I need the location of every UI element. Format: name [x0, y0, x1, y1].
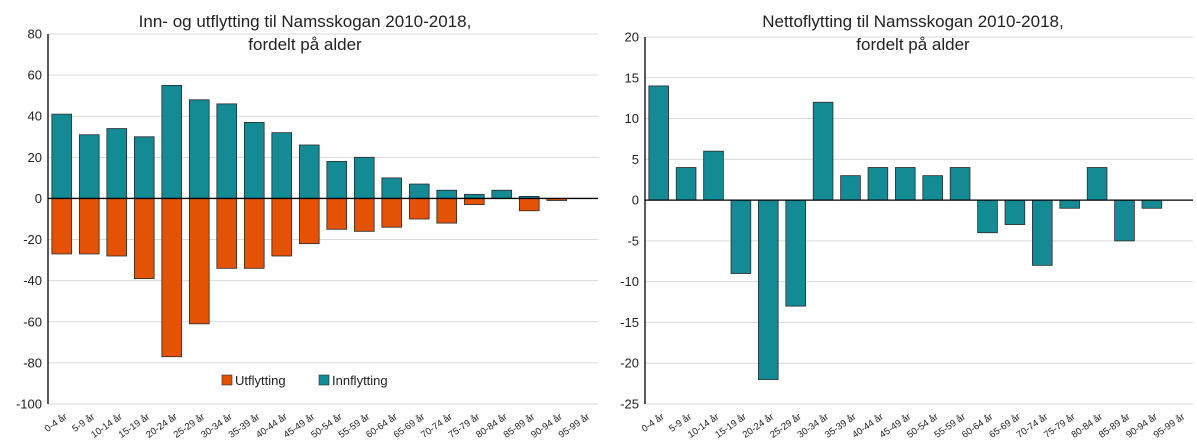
x-tick-label: 95-99 år: [557, 411, 592, 440]
bar-innflytting-8: [271, 132, 293, 199]
bar-netto-4: [758, 199, 779, 380]
y-tick-label: 20: [28, 150, 42, 165]
y-tick-label: 80: [28, 27, 42, 42]
y-tick-label: -100: [16, 397, 42, 412]
bar-netto-10: [922, 175, 943, 201]
y-tick-label: -20: [620, 356, 639, 371]
bar-netto-14: [1032, 199, 1053, 266]
bar-utflytting-10: [326, 198, 348, 230]
bar-netto-9: [895, 167, 916, 201]
bar-netto-5: [785, 199, 806, 307]
bar-utflytting-7: [243, 198, 265, 269]
bar-netto-15: [1059, 199, 1080, 209]
bar-innflytting-5: [188, 99, 210, 199]
bar-netto-17: [1114, 199, 1135, 242]
right-chart: 20 15 10 5 0 -5 -10 -15 -20 -25 0-4 år 5-9 år 10-14 …: [600, 0, 1197, 447]
bar-netto-13: [1004, 199, 1026, 225]
x-tick-label: 95-99 år: [1152, 411, 1187, 440]
bar-netto-1: [675, 167, 697, 201]
bar-innflytting-12: [381, 177, 403, 199]
x-tick-label: 0-4 år: [640, 411, 667, 434]
bar-utflytting-0: [51, 198, 73, 255]
legend-swatch-innflytting: [318, 374, 330, 386]
bar-netto-16: [1086, 167, 1108, 201]
y-tick-label: -10: [620, 274, 639, 289]
y-tick-label: -40: [23, 273, 42, 288]
legend-swatch-utflytting: [221, 374, 233, 386]
bar-netto-2: [703, 150, 724, 201]
bar-netto-8: [867, 167, 889, 201]
bar-innflytting-3: [133, 136, 155, 199]
bar-netto-3: [730, 199, 752, 274]
bar-innflytting-16: [491, 189, 513, 199]
y-tick-label: 0: [632, 193, 639, 208]
left-chart: 80 60 40 20 0 -20 -40 -60 -80 -100 0-4 år 5-9 år 10-…: [16, 12, 598, 441]
bar-innflytting-9: [298, 144, 320, 199]
bar-utflytting-6: [216, 198, 238, 269]
x-tick-label: 0-4 år: [43, 411, 70, 434]
bar-utflytting-12: [381, 198, 403, 228]
bar-utflytting-1: [78, 198, 100, 255]
bar-utflytting-5: [188, 198, 210, 325]
chart-title: Nettoflytting til Namsskogan 2010-2018,: [762, 12, 1063, 31]
chart-subtitle: fordelt på alder: [856, 35, 970, 54]
y-tick-label: -20: [23, 232, 42, 247]
y-tick-label: -80: [23, 355, 42, 370]
bar-innflytting-10: [326, 161, 348, 199]
bar-netto-6: [812, 101, 834, 201]
bar-innflytting-11: [353, 156, 375, 199]
y-tick-label: 15: [625, 70, 639, 85]
bar-innflytting-13: [408, 183, 430, 199]
bar-netto-7: [840, 175, 861, 201]
bar-innflytting-0: [51, 113, 73, 199]
bar-utflytting-8: [271, 198, 293, 257]
bar-utflytting-15: [463, 198, 485, 206]
bar-utflytting-3: [133, 198, 155, 280]
bar-utflytting-9: [298, 198, 320, 245]
y-tick-label: 20: [625, 30, 639, 45]
y-tick-label: 40: [28, 109, 42, 124]
bar-innflytting-2: [106, 128, 128, 199]
legend-label-innflytting: Innflytting: [332, 373, 388, 388]
bar-netto-12: [977, 199, 998, 234]
bar-innflytting-1: [78, 134, 100, 199]
bar-innflytting-6: [216, 103, 238, 199]
bar-netto-18: [1141, 199, 1163, 209]
bar-innflytting-14: [436, 189, 458, 199]
chart-subtitle: fordelt på alder: [248, 35, 362, 54]
y-tick-label: -15: [620, 315, 639, 330]
y-tick-label: 60: [28, 68, 42, 83]
y-tick-label: -5: [627, 233, 639, 248]
bar-utflytting-11: [353, 198, 375, 232]
bar-innflytting-4: [161, 84, 183, 199]
y-tick-label: 10: [625, 111, 639, 126]
bar-netto-11: [949, 167, 971, 201]
bar-utflytting-17: [518, 198, 540, 212]
chart-title: Inn- og utflytting til Namsskogan 2010-2…: [139, 12, 472, 31]
y-tick-label: 0: [35, 191, 42, 206]
bar-utflytting-2: [106, 198, 128, 257]
bar-utflytting-14: [436, 198, 458, 224]
y-tick-label: -25: [620, 397, 639, 412]
bar-innflytting-7: [243, 121, 265, 199]
bar-utflytting-13: [408, 198, 430, 220]
legend-label-utflytting: Utflytting: [235, 373, 286, 388]
y-tick-label: 5: [632, 152, 639, 167]
bar-utflytting-4: [161, 198, 183, 358]
y-tick-label: -60: [23, 314, 42, 329]
bar-netto-0: [648, 85, 669, 201]
